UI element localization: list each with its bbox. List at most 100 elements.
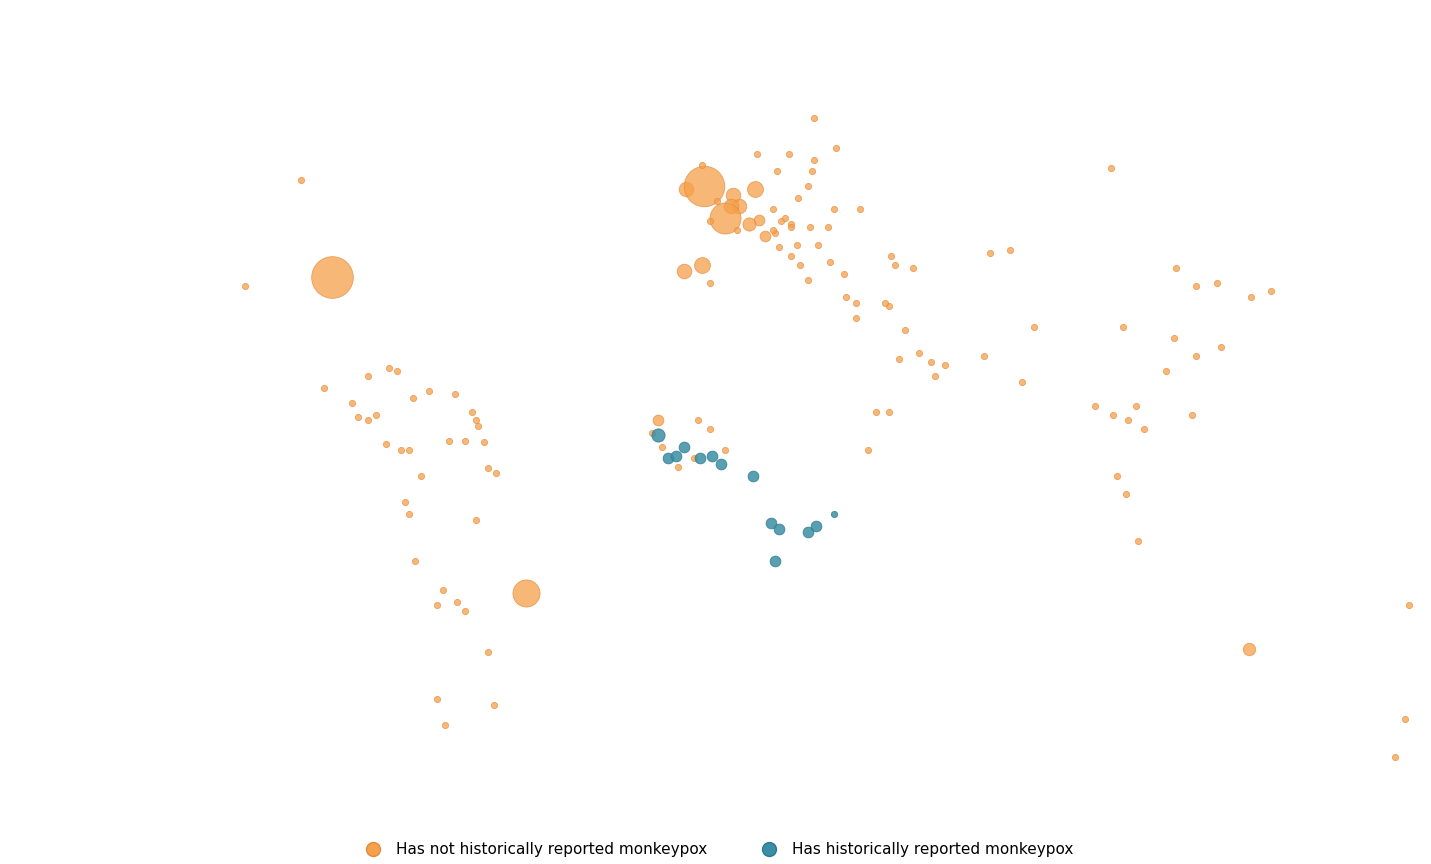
Point <box>1384 751 1407 765</box>
Point <box>741 469 764 483</box>
Point <box>1238 642 1261 656</box>
Point <box>1398 598 1421 612</box>
Point <box>1133 422 1156 436</box>
Point <box>807 238 830 251</box>
Point <box>425 692 448 706</box>
Point <box>786 238 809 251</box>
Point <box>721 187 744 201</box>
Point <box>787 191 810 205</box>
Point <box>720 200 743 213</box>
Point <box>1162 332 1185 346</box>
Point <box>754 229 777 243</box>
Point <box>444 387 467 401</box>
Point <box>778 250 801 264</box>
Point <box>1126 534 1149 548</box>
Point <box>667 461 690 474</box>
Point <box>777 147 800 161</box>
Point <box>761 223 784 237</box>
Point <box>819 255 841 269</box>
Point <box>788 258 811 272</box>
Point <box>664 448 687 462</box>
Point <box>687 414 710 428</box>
Point <box>356 370 379 384</box>
Point <box>673 440 695 454</box>
Point <box>485 467 508 480</box>
Point <box>833 267 856 281</box>
Point <box>425 598 448 612</box>
Point <box>763 554 786 568</box>
Point <box>386 364 409 378</box>
Point <box>657 452 680 466</box>
Point <box>465 513 488 527</box>
Point <box>698 214 721 228</box>
Point <box>804 519 827 533</box>
Point <box>365 408 388 422</box>
Point <box>1099 162 1122 175</box>
Point <box>902 261 924 275</box>
Point <box>398 507 421 521</box>
Point <box>389 442 412 456</box>
Point <box>1010 375 1033 389</box>
Point <box>856 442 879 456</box>
Point <box>698 422 721 436</box>
Point <box>321 270 343 283</box>
Point <box>690 158 713 172</box>
Point <box>1110 320 1133 334</box>
Point <box>431 583 454 597</box>
Legend: Has not historically reported monkeypox, Has historically reported monkeypox: Has not historically reported monkeypox,… <box>352 836 1079 863</box>
Point <box>767 522 790 536</box>
Point <box>705 194 728 207</box>
Point <box>710 457 733 471</box>
Point <box>418 384 441 398</box>
Point <box>673 264 695 278</box>
Point <box>763 226 786 239</box>
Point <box>797 179 820 193</box>
Point <box>746 147 768 161</box>
Point <box>879 299 902 313</box>
Point <box>1165 261 1188 275</box>
Point <box>1206 276 1229 289</box>
Point <box>803 153 826 167</box>
Point <box>778 220 801 234</box>
Point <box>874 296 897 310</box>
Point <box>1209 340 1232 354</box>
Point <box>1083 399 1106 413</box>
Point <box>778 217 801 231</box>
Point <box>514 587 537 600</box>
Point <box>467 419 489 433</box>
Point <box>767 240 790 254</box>
Point <box>770 214 793 228</box>
Point <box>313 381 336 395</box>
Point <box>999 244 1022 257</box>
Point <box>477 461 499 475</box>
Point <box>461 404 484 418</box>
Point <box>1185 278 1208 292</box>
Point <box>378 360 401 374</box>
Point <box>798 220 821 234</box>
Point <box>445 595 468 609</box>
Point <box>817 220 840 234</box>
Point <box>647 429 670 442</box>
Point <box>346 410 369 424</box>
Point <box>674 182 697 196</box>
Point <box>289 173 312 187</box>
Point <box>1118 414 1141 428</box>
Point <box>880 250 903 264</box>
Point <box>356 414 379 428</box>
Point <box>394 496 416 510</box>
Point <box>744 182 767 196</box>
Point <box>728 200 751 213</box>
Point <box>773 211 796 225</box>
Point <box>726 223 748 237</box>
Point <box>1155 364 1178 378</box>
Point <box>402 391 425 405</box>
Point <box>979 246 1002 260</box>
Point <box>647 414 670 428</box>
Point <box>760 516 783 530</box>
Point <box>1105 469 1128 483</box>
Point <box>879 404 902 418</box>
Point <box>823 507 846 521</box>
Point <box>482 698 505 712</box>
Point <box>1102 408 1125 422</box>
Point <box>849 202 871 216</box>
